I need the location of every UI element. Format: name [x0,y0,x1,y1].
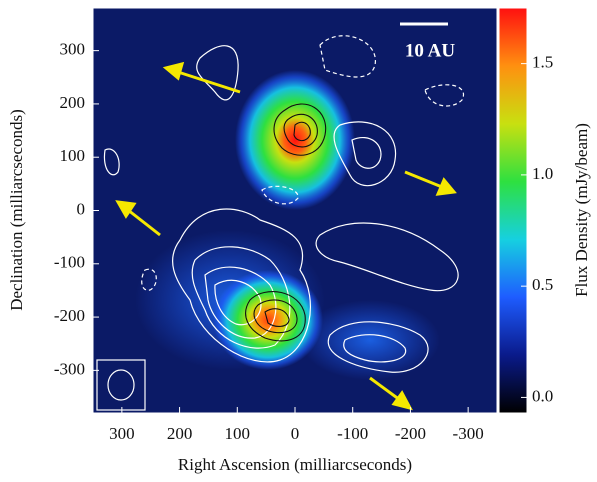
y-tick-label: 300 [60,40,86,59]
x-tick-label: 100 [225,424,251,443]
x-tick-label: -100 [337,424,368,443]
negative-contours [141,35,465,291]
beam-box [96,359,146,411]
scale-label: 10 AU [405,40,455,61]
y-tick-label: -300 [54,359,85,378]
colorbar-label: Flux Density (mJy/beam) [572,123,591,297]
x-tick-label: 200 [167,424,193,443]
y-tick-label: 0 [77,199,86,218]
map: 10 AU [92,7,498,414]
colorbar-tick-label: 0.0 [532,386,553,405]
north-source [235,70,355,210]
y-axis-label: Declination (milliarcseconds) [7,109,26,311]
x-tick-label: 0 [291,424,300,443]
diffuse-emission [300,300,440,380]
outflow-arrows [115,61,457,411]
x-tick-label: -300 [453,424,484,443]
y-tick-label: 200 [60,93,86,112]
x-tick-label: -200 [395,424,426,443]
colorbar-tick-label: 1.0 [532,164,553,183]
colorbar [498,7,528,414]
core-contours [245,103,327,342]
colorbar-tick-label: 0.5 [532,275,553,294]
y-tick-label: 100 [60,146,86,165]
colorbar-tick-label: 1.5 [532,53,553,72]
y-tick-label: -200 [54,306,85,325]
x-axis-label: Right Ascension (milliarcseconds) [178,455,412,474]
y-tick-label: -100 [54,253,85,272]
x-tick-label: 300 [109,424,135,443]
beam [107,369,135,401]
